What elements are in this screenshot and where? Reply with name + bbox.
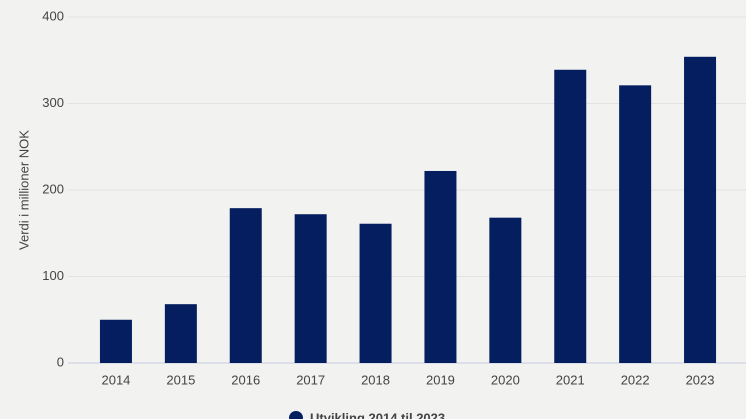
x-tick-label: 2015 bbox=[166, 372, 195, 387]
y-tick-label: 400 bbox=[42, 8, 64, 23]
x-tick-label: 2022 bbox=[621, 372, 650, 387]
y-tick-label: 0 bbox=[57, 354, 64, 369]
legend-marker bbox=[289, 411, 303, 419]
bar bbox=[619, 85, 652, 364]
bar bbox=[229, 208, 262, 363]
x-tick-label: 2018 bbox=[361, 372, 390, 387]
bar bbox=[424, 170, 457, 363]
y-tick-label: 200 bbox=[42, 181, 64, 196]
bar bbox=[684, 56, 717, 363]
bar bbox=[99, 319, 132, 363]
x-tick-label: 2017 bbox=[296, 372, 325, 387]
x-tick-label: 2020 bbox=[491, 372, 520, 387]
x-tick-label: 2023 bbox=[686, 372, 715, 387]
y-tick-label: 300 bbox=[42, 95, 64, 110]
x-tick-label: 2019 bbox=[426, 372, 455, 387]
bar bbox=[359, 223, 392, 363]
bar bbox=[294, 214, 327, 363]
x-tick-label: 2021 bbox=[556, 372, 585, 387]
legend-label: Utvikling 2014 til 2023 bbox=[310, 410, 445, 419]
bar bbox=[554, 69, 587, 363]
y-tick-label: 100 bbox=[42, 268, 64, 283]
bar bbox=[164, 304, 197, 363]
x-tick-label: 2014 bbox=[101, 372, 130, 387]
x-tick-label: 2016 bbox=[231, 372, 260, 387]
bar bbox=[489, 217, 522, 363]
y-axis-label: Verdi i millioner NOK bbox=[16, 130, 31, 250]
